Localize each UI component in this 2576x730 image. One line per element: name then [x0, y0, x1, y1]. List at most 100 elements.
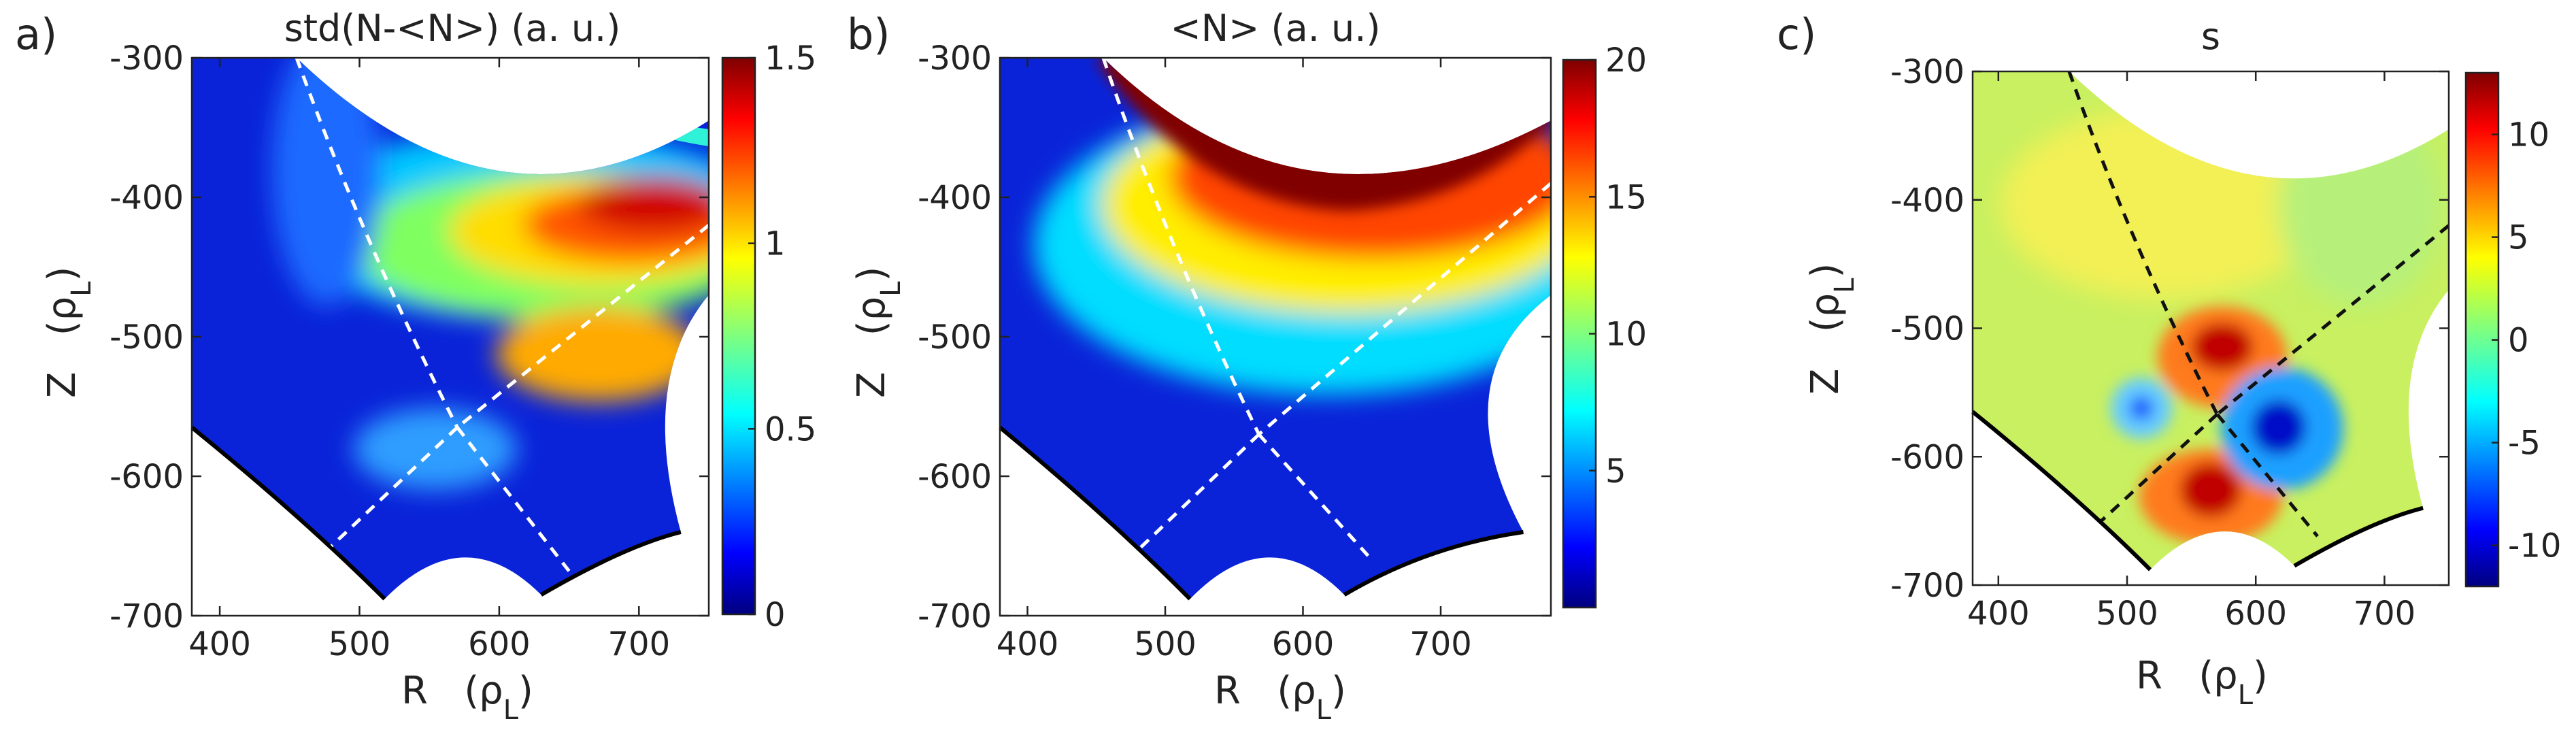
panel-c-xticks: 400 500 600 700 [1967, 71, 2415, 633]
panel-b-ylabel-text: Z (ρ [850, 297, 894, 398]
panel-c-separatrix-leg [2100, 413, 2219, 522]
panel-b-colorbar-ticks: 5 10 15 20 [1589, 42, 1647, 491]
panel-a-ytick-label: -700 [110, 597, 184, 635]
panel-b-xtick-label: 600 [1272, 625, 1335, 663]
panel-c-yticks: -300 -400 -500 -600 -700 [1890, 53, 2449, 605]
panel-b-colorbar-tick-label: 10 [1605, 316, 1647, 354]
panel-c-xtick-label: 600 [2224, 595, 2287, 633]
panel-a-colorbar-scale [721, 56, 756, 616]
panel-a-ylabel-subscript: L [66, 281, 97, 297]
panel-b-ylabel-subscript: L [875, 281, 907, 297]
panel-a-ylabel: Z (ρL) [40, 267, 97, 398]
panel-c-colorbar-scale [2464, 71, 2500, 588]
panel-b-xtick-label: 400 [997, 625, 1059, 663]
panel-b-ytick-label: -400 [918, 179, 992, 217]
panel-a-ylabel-text: Z (ρ [40, 297, 84, 398]
panel-a-colorbar-tick-label: 0 [765, 596, 786, 634]
panel-a-ytick-label: -500 [110, 318, 184, 356]
panel-c-separatrix [2067, 71, 2450, 537]
panel-a-colorbar-tick-label: 1.5 [765, 39, 816, 78]
panel-c-xlabel-text: R (ρ [2136, 654, 2238, 698]
panel-a-ytick-label: -600 [110, 458, 184, 496]
panel-b-ytick-label: -300 [918, 39, 992, 78]
panel-c-xlabel: R (ρL) [2136, 654, 2268, 711]
panel-b-separatrix-leg [1101, 57, 1260, 435]
panel-b-colorbar-scale [1562, 59, 1597, 609]
panel-a-separatrix-leg [456, 426, 571, 572]
panel-label-a: a) [15, 10, 57, 59]
panel-c-ytick-label: -600 [1890, 438, 1964, 476]
panel-c-title: s [2201, 15, 2220, 58]
panel-c-colorbar-tick-label: 0 [2508, 322, 2529, 360]
panel-b-heatmap [1000, 58, 1551, 599]
panel-a-colorbar-tick-label: 1 [765, 225, 786, 263]
panel-c-colorbar-ticks: -10 -5 0 5 10 [2492, 116, 2561, 565]
panel-b-ylabel: Z (ρL) [850, 267, 907, 398]
panel-c-colorbar: -10 -5 0 5 10 [2464, 71, 2561, 588]
panel-c: c) s 400 500 600 700 -300 -400 -500 -600 -700 [1777, 10, 2561, 711]
panel-c-separatrix-leg [2215, 413, 2319, 537]
panel-label-b: b) [847, 10, 890, 59]
panel-b-separatrix-leg [1257, 433, 1373, 561]
panel-b-xlabel-text: R (ρ [1214, 669, 1316, 713]
panel-a-xtick-label: 500 [329, 625, 391, 663]
panel-a-yticks: -300 -400 -500 -600 -700 [110, 39, 709, 635]
panel-a-xlabel: R (ρL) [401, 669, 533, 726]
panel-label-c: c) [1777, 10, 1816, 59]
panel-a-colorbar: 0 0.5 1 1.5 [721, 39, 816, 634]
panel-b-colorbar-tick-label: 15 [1605, 178, 1647, 216]
panel-a-separatrix-leg [456, 224, 710, 429]
panel-c-xtick-label: 400 [1967, 595, 2030, 633]
panel-c-separatrix-leg [2215, 224, 2450, 416]
panel-b-colorbar-tick-label: 5 [1605, 452, 1626, 491]
panel-a: a) std(N-<N>) (a. u.) 400 500 600 700 -300-… [15, 7, 816, 726]
panel-b-xticks: 400 500 600 700 [997, 58, 1472, 663]
panel-a-xtick-label: 600 [468, 625, 531, 663]
panel-c-wall-boundary [1971, 410, 2424, 571]
panel-b-ytick-label: -500 [918, 318, 992, 356]
panel-a-colorbar-tick-label: 0.5 [765, 410, 816, 448]
panel-a-xticks: 400 500 600 700 [188, 58, 670, 663]
panel-a-wall-boundary [190, 425, 682, 601]
panel-b-title: <N> (a. u.) [1171, 7, 1381, 50]
panel-b-ytick-label: -700 [918, 597, 992, 635]
panel-c-colorbar-tick-label: -10 [2508, 527, 2561, 565]
panel-a-xtick-label: 700 [607, 625, 670, 663]
panel-b-separatrix-leg [1258, 182, 1552, 436]
panel-b: b) <N> (a. u.) 400 500 600 700 -300 -400 -500… [847, 7, 1647, 726]
panel-c-heatmap [1973, 71, 2449, 570]
panel-c-colorbar-tick-label: -5 [2508, 425, 2541, 463]
panel-a-xlabel-text: R (ρ [401, 669, 503, 713]
panel-c-ytick-label: -700 [1890, 567, 1964, 605]
panel-c-xtick-label: 700 [2354, 595, 2416, 633]
panel-b-colorbar: 5 10 15 20 [1562, 42, 1647, 609]
panel-a-heatmap [192, 58, 709, 599]
panel-c-ylabel-subscript: L [1829, 278, 1860, 293]
panel-b-xlabel: R (ρL) [1214, 669, 1346, 726]
panel-b-ytick-label: -600 [918, 458, 992, 496]
panel-b-colorbar-tick-label: 20 [1605, 42, 1647, 80]
panel-a-ytick-label: -400 [110, 179, 184, 217]
panel-c-ytick-label: -400 [1890, 182, 1964, 220]
panel-c-colorbar-tick-label: 5 [2508, 219, 2529, 257]
panel-a-title: std(N-<N>) (a. u.) [284, 7, 621, 50]
panel-a-separatrix [295, 57, 710, 572]
panel-b-xlabel-subscript: L [1316, 695, 1332, 726]
panel-b-xtick-label: 700 [1409, 625, 1472, 663]
panel-c-xtick-label: 500 [2096, 595, 2158, 633]
panel-c-ylabel: Z (ρL) [1803, 263, 1860, 395]
panel-b-yticks: -300 -400 -500 -600 -700 [918, 39, 1551, 635]
panel-b-wall-boundary [999, 425, 1524, 601]
panel-c-ylabel-text: Z (ρ [1803, 293, 1847, 395]
panel-c-colorbar-tick-label: 10 [2508, 116, 2549, 154]
panel-b-xtick-label: 500 [1134, 625, 1197, 663]
panel-c-ytick-label: -300 [1890, 53, 1964, 91]
panel-b-separatrix-leg [1133, 433, 1260, 554]
panel-a-xlabel-subscript: L [503, 695, 519, 726]
panel-a-xtick-label: 400 [188, 625, 251, 663]
panel-a-colorbar-ticks: 0 0.5 1 1.5 [748, 39, 816, 634]
panel-c-ytick-label: -500 [1890, 310, 1964, 348]
panel-b-separatrix [1101, 57, 1552, 561]
panel-c-xlabel-subscript: L [2238, 680, 2254, 711]
